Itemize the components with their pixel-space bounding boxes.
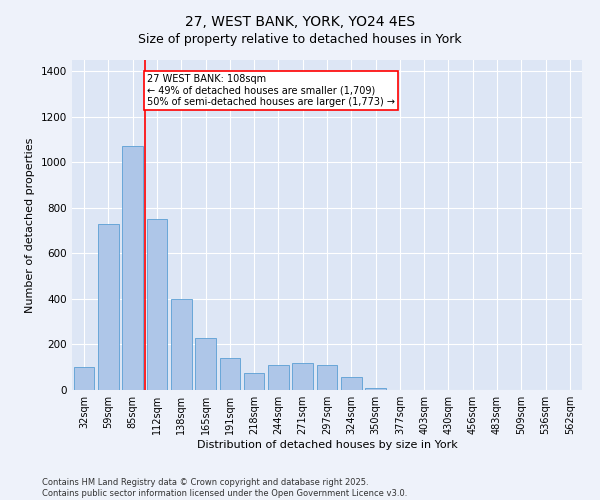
Bar	[220, 358, 240, 390]
Bar	[292, 362, 313, 390]
Bar	[171, 299, 191, 390]
Bar	[74, 367, 94, 390]
Bar	[365, 388, 386, 390]
Bar	[244, 373, 265, 390]
Text: 27 WEST BANK: 108sqm
← 49% of detached houses are smaller (1,709)
50% of semi-de: 27 WEST BANK: 108sqm ← 49% of detached h…	[147, 74, 395, 107]
Bar	[146, 220, 167, 390]
Bar	[195, 338, 216, 390]
Bar	[98, 224, 119, 390]
Bar	[268, 365, 289, 390]
Text: Contains HM Land Registry data © Crown copyright and database right 2025.
Contai: Contains HM Land Registry data © Crown c…	[42, 478, 407, 498]
X-axis label: Distribution of detached houses by size in York: Distribution of detached houses by size …	[197, 440, 457, 450]
Text: 27, WEST BANK, YORK, YO24 4ES: 27, WEST BANK, YORK, YO24 4ES	[185, 15, 415, 29]
Bar	[317, 365, 337, 390]
Y-axis label: Number of detached properties: Number of detached properties	[25, 138, 35, 312]
Bar	[341, 378, 362, 390]
Text: Size of property relative to detached houses in York: Size of property relative to detached ho…	[138, 32, 462, 46]
Bar	[122, 146, 143, 390]
